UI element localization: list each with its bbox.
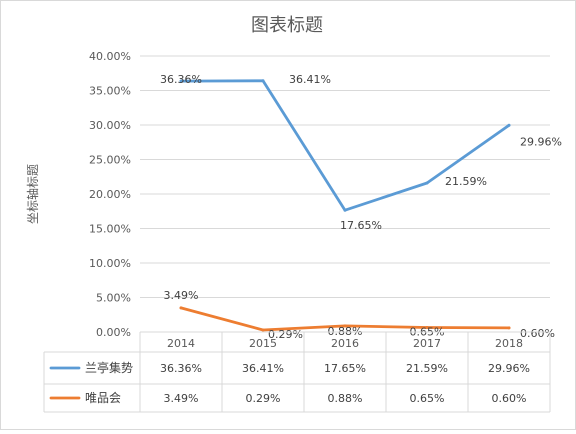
table-cell: 17.65% <box>324 362 366 375</box>
y-tick-label: 15.00% <box>89 223 131 236</box>
x-tick-label: 2018 <box>495 337 523 350</box>
y-tick-label: 30.00% <box>89 119 131 132</box>
table-cell: 3.49% <box>164 392 199 405</box>
y-tick-label: 35.00% <box>89 85 131 98</box>
data-point <box>343 208 347 212</box>
data-point <box>261 328 265 332</box>
data-point <box>425 181 429 185</box>
table-cell: 0.65% <box>410 392 445 405</box>
data-point <box>425 326 429 330</box>
data-table: 2014 2015 2016 2017 2018 兰亭集势 36.36% 36.41% 17.6… <box>43 331 551 413</box>
table-cell: 21.59% <box>406 362 448 375</box>
series-line <box>179 79 511 212</box>
data-label: 29.96% <box>520 135 562 148</box>
data-point <box>179 79 183 83</box>
data-label: 3.49% <box>164 289 199 302</box>
legend-label: 兰亭集势 <box>85 360 133 375</box>
table-cell: 29.96% <box>488 362 530 375</box>
x-tick-label: 2016 <box>331 337 359 350</box>
data-label: 36.36% <box>160 73 202 86</box>
table-cell: 36.36% <box>160 362 202 375</box>
y-tick-label: 0.00% <box>96 326 131 339</box>
x-tick-label: 2017 <box>413 337 441 350</box>
y-tick-labels: 0.00% 5.00% 10.00% 15.00% 20.00% 25.00% 30.00%… <box>89 50 131 339</box>
table-cell: 36.41% <box>242 362 284 375</box>
y-tick-label: 20.00% <box>89 188 131 201</box>
data-label: 0.60% <box>520 327 555 340</box>
series-lines <box>179 79 511 332</box>
data-point <box>179 306 183 310</box>
data-label: 17.65% <box>340 219 382 232</box>
table-cell: 0.60% <box>492 392 527 405</box>
table-cell: 0.29% <box>246 392 281 405</box>
y-tick-label: 10.00% <box>89 257 131 270</box>
y-tick-label: 5.00% <box>96 292 131 305</box>
table-cell: 0.88% <box>328 392 363 405</box>
data-label: 21.59% <box>445 175 487 188</box>
y-tick-label: 25.00% <box>89 154 131 167</box>
data-label: 0.29% <box>268 328 303 341</box>
data-point <box>261 79 265 83</box>
chart-title: 图表标题 <box>251 15 323 36</box>
data-point <box>507 326 511 330</box>
data-labels: 36.36% 36.41% 17.65% 21.59% 29.96% 3.49% 0.29%… <box>160 73 562 341</box>
data-label: 0.88% <box>328 325 363 338</box>
data-label: 36.41% <box>289 73 331 86</box>
data-point <box>343 324 347 328</box>
x-tick-label: 2014 <box>167 337 195 350</box>
legend-label: 唯品会 <box>85 391 121 405</box>
y-axis-title: 坐标轴标题 <box>25 164 40 224</box>
data-point <box>507 123 511 127</box>
x-tick-label: 2015 <box>249 337 277 350</box>
gridlines <box>140 55 550 333</box>
y-tick-label: 40.00% <box>89 50 131 63</box>
